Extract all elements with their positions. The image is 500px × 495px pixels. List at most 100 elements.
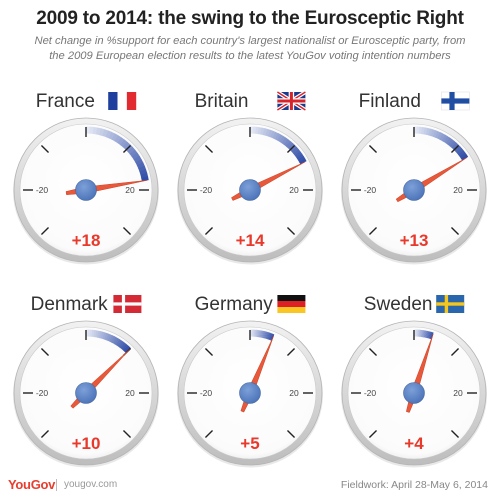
tick-label: -20 [200, 388, 213, 398]
value-arc-segment [430, 129, 436, 137]
value-arc-segment [105, 333, 111, 341]
value-arc-segment [296, 153, 304, 161]
value-arc-segment [102, 129, 109, 138]
tick-mark [40, 429, 50, 439]
gauge-denmark: Denmark -20 20 +10 [13, 294, 159, 468]
value-arc-segment [451, 142, 459, 150]
value-arc-segment [98, 331, 103, 339]
value-arc-segment [283, 139, 291, 147]
tick-mark [122, 226, 132, 236]
gauge-sweden: Sweden -20 20 +4 [341, 294, 487, 468]
value-arc-segment [95, 127, 102, 136]
value-arc-segment [443, 135, 450, 144]
tick-mark [368, 347, 378, 357]
subtitle-line-1: Net change in %support for each country'… [34, 35, 466, 47]
value-arc-segment [140, 172, 149, 179]
value-arc-segment [121, 343, 129, 351]
value-arc-segment [262, 128, 268, 136]
tick-mark [204, 347, 214, 357]
country-label: Finland [359, 91, 421, 112]
value-arc-segment [127, 146, 136, 155]
value-arc-segment [99, 128, 105, 137]
value-arc-segment [281, 137, 289, 145]
value-arc-segment [277, 134, 284, 143]
value-arc-segment [425, 127, 431, 136]
gauge-hub [403, 382, 425, 404]
footer: YouGov yougov.com Fieldwork: April 28-Ma… [0, 476, 500, 495]
value-arc-segment [102, 332, 107, 340]
tick-mark [122, 144, 132, 154]
tick-label: -20 [364, 388, 377, 398]
value-arc-segment [428, 128, 434, 137]
tick-mark [122, 429, 132, 439]
country-label: France [36, 91, 95, 112]
gauge-germany: Germany -20 20 +5 [177, 294, 323, 468]
value-arc-segment [111, 133, 119, 142]
country-label: Germany [195, 294, 274, 315]
value-arc-segment [435, 131, 441, 139]
value-arc-segment [439, 133, 446, 141]
gauge-hub [403, 179, 425, 201]
footer-divider [56, 479, 57, 491]
value-arc-segment [109, 335, 115, 343]
tick-mark [204, 226, 214, 236]
value-label: +13 [400, 231, 429, 250]
gauge-france: France -20 20 +18 [13, 91, 159, 265]
tick-mark [286, 226, 296, 236]
value-arc-segment [107, 334, 113, 342]
yougov-logo: YouGov [8, 477, 56, 492]
value-arc-segment [114, 338, 120, 346]
tick-mark [450, 226, 460, 236]
tick-label: -20 [364, 185, 377, 195]
value-arc-segment [112, 336, 119, 345]
value-arc-segment [456, 148, 464, 155]
value-label: +4 [404, 434, 424, 453]
value-arc-segment [115, 339, 122, 347]
value-arc-segment [120, 342, 127, 350]
value-arc-segment [458, 150, 466, 157]
value-arc-segment [279, 135, 286, 144]
tick-label: 20 [125, 388, 135, 398]
value-arc-segment [117, 137, 125, 146]
value-arc-segment [270, 130, 276, 139]
value-label: +18 [72, 231, 101, 250]
value-arc-segment [257, 127, 262, 135]
tick-mark [40, 347, 50, 357]
value-label: +14 [236, 231, 265, 250]
gauge-britain: Britain -20 20 +14 [177, 90, 323, 265]
value-arc-segment [432, 130, 439, 138]
value-arc-segment [123, 345, 130, 352]
value-label: +5 [240, 434, 259, 453]
value-arc-segment [299, 158, 307, 165]
tick-mark [450, 347, 460, 357]
value-arc-segment [260, 127, 265, 136]
value-arc-segment [285, 140, 293, 149]
value-arc-segment [449, 140, 457, 148]
value-label: +10 [72, 434, 101, 453]
tick-mark [286, 347, 296, 357]
tick-label: 20 [289, 388, 299, 398]
tick-label: -20 [36, 388, 49, 398]
tick-mark [286, 144, 296, 154]
value-arc-segment [136, 162, 145, 169]
value-arc-segment [291, 146, 299, 154]
value-arc-segment [122, 141, 131, 150]
sweden-flag-icon [436, 295, 465, 313]
value-arc-segment [272, 131, 279, 140]
gauge-finland: Finland -20 20 +13 [341, 91, 487, 265]
gauge-hub [75, 382, 97, 404]
tick-label: 20 [453, 388, 463, 398]
site-link[interactable]: yougov.com [64, 479, 118, 490]
value-arc-segment [441, 134, 448, 143]
uk-flag-icon [276, 90, 307, 112]
chart-subtitle: Net change in %support for each country'… [0, 34, 500, 64]
value-arc-segment [120, 139, 128, 148]
value-arc-segment [294, 151, 303, 159]
tick-mark [40, 226, 50, 236]
tick-mark [368, 226, 378, 236]
tick-mark [368, 429, 378, 439]
value-arc-segment [104, 332, 109, 341]
gauge-hub [239, 382, 261, 404]
value-arc-segment [108, 131, 116, 140]
